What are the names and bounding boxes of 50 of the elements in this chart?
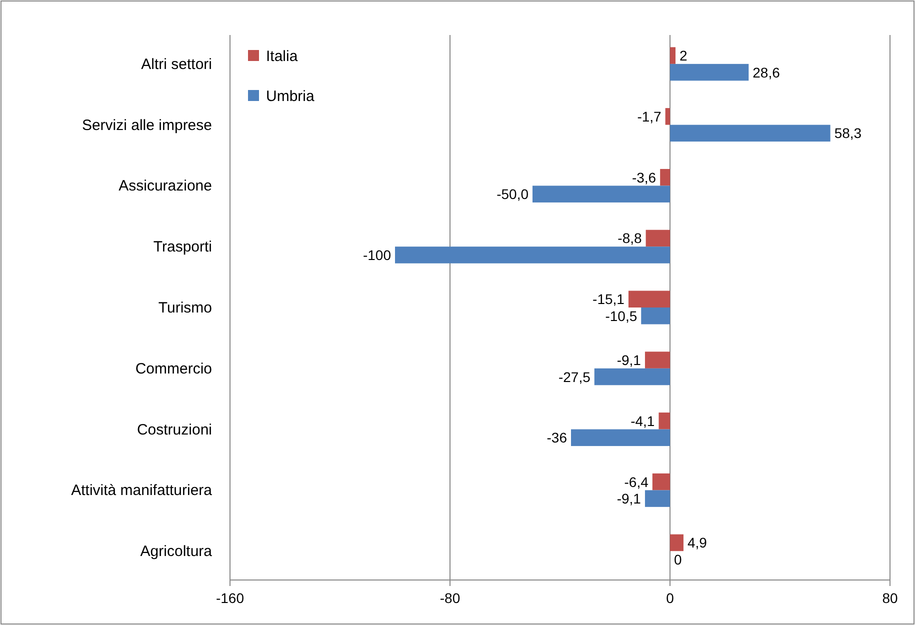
data-label: -10,5 (605, 308, 638, 324)
bar (644, 352, 670, 368)
legend-label: Italia (266, 48, 298, 65)
bar (628, 290, 670, 308)
data-label: -6,4 (624, 474, 649, 490)
data-label: 0 (674, 551, 682, 568)
bar (665, 108, 670, 125)
data-label: -4,1 (630, 412, 655, 429)
data-label: -100 (362, 246, 392, 263)
bar (670, 64, 749, 81)
data-label: -15,1 (592, 291, 625, 308)
bar (670, 47, 676, 64)
data-label: -9,1 (616, 352, 642, 368)
data-label: -9,1 (616, 490, 642, 507)
data-label: 58,3 (834, 125, 862, 142)
y-tick-label: Turismo (158, 300, 212, 316)
data-label: -50,0 (496, 186, 529, 202)
y-tick-label: Altri settori (141, 56, 212, 73)
y-tick-label: Costruzioni (136, 421, 212, 438)
data-label: 28,6 (752, 64, 780, 80)
bar (652, 473, 670, 490)
data-label: -3,6 (632, 169, 656, 186)
bar (594, 368, 670, 386)
bar (641, 308, 670, 324)
x-tick-label: -80 (440, 590, 460, 606)
bar (646, 230, 670, 247)
data-label: 2 (680, 48, 688, 64)
data-label: 4,9 (687, 534, 708, 551)
y-tick-label: Assicurazione (118, 178, 212, 195)
bar (395, 246, 670, 264)
y-tick-label: Trasporti (153, 238, 212, 256)
y-tick-label: Agricoltura (140, 543, 213, 560)
data-label: -27,5 (558, 368, 591, 385)
legend-label: Umbria (266, 88, 315, 105)
y-tick-label: Commercio (135, 360, 212, 378)
y-tick-label: Attività manifatturiera (71, 482, 213, 500)
bar (644, 490, 670, 507)
bar (670, 534, 684, 552)
data-label: -8,8 (618, 230, 642, 246)
x-tick-label: -160 (216, 590, 244, 606)
y-tick-label: Servizi alle imprese (82, 116, 212, 134)
bar (658, 412, 670, 430)
data-label: -36 (546, 430, 568, 446)
bar (532, 186, 670, 202)
x-tick-label: 80 (882, 590, 898, 606)
bar (670, 124, 830, 142)
x-tick-label: 0 (666, 590, 674, 606)
data-label: -1,7 (637, 108, 662, 124)
bar (660, 168, 670, 186)
bar (571, 429, 670, 446)
